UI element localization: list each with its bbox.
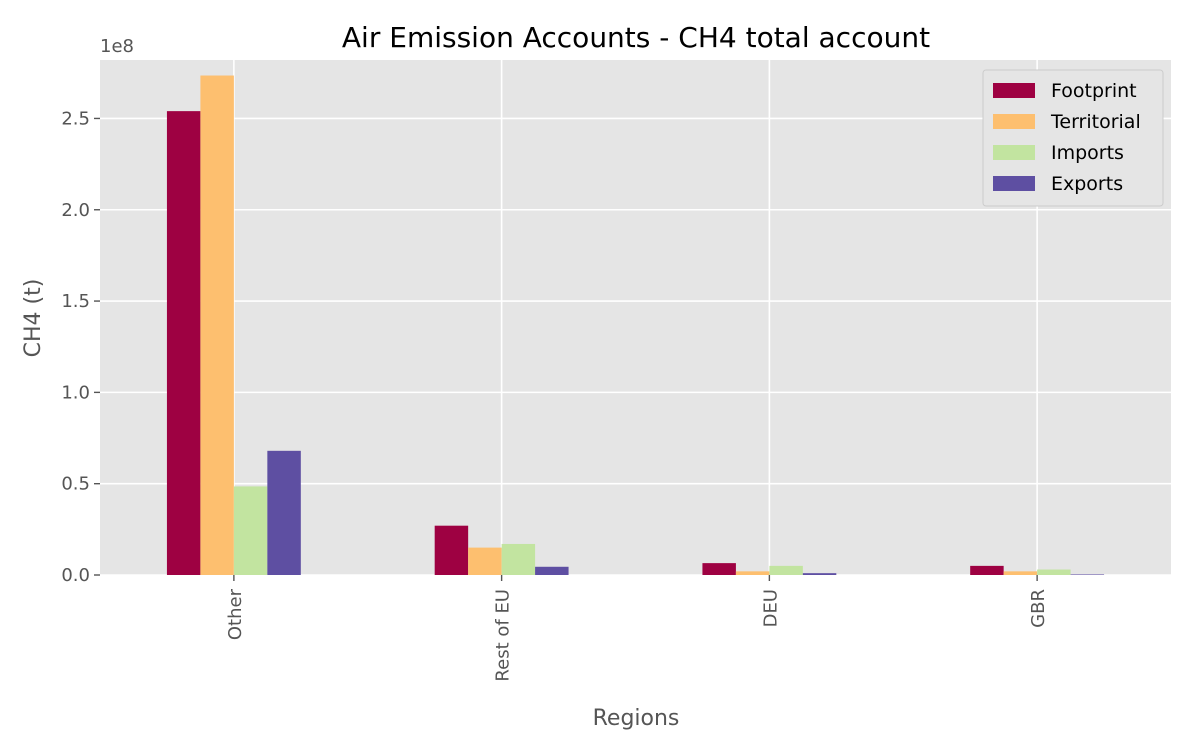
x-tick-label: GBR — [1028, 589, 1049, 628]
legend-swatch-footprint — [993, 83, 1035, 98]
legend-label-imports: Imports — [1051, 142, 1124, 164]
bar-exports-rest-of-eu — [535, 566, 569, 575]
x-tick-label: Rest of EU — [493, 589, 514, 682]
y-tick-label: 0.0 — [61, 565, 90, 586]
y-tick-label: 1.0 — [61, 382, 90, 403]
chart-title: Air Emission Accounts - CH4 total accoun… — [342, 21, 930, 54]
bar-territorial-gbr — [1003, 571, 1038, 575]
y-tick-label: 2.5 — [61, 108, 90, 129]
bar-territorial-other — [200, 75, 234, 576]
bar-territorial-rest-of-eu — [468, 547, 502, 575]
bar-imports-other — [233, 486, 268, 575]
bar-exports-other — [267, 450, 301, 575]
x-tick-label: DEU — [760, 589, 781, 627]
bar-imports-gbr — [1037, 569, 1071, 575]
legend-swatch-territorial — [993, 114, 1035, 129]
legend-label-exports: Exports — [1051, 173, 1123, 195]
bar-footprint-other — [166, 111, 201, 575]
x-axis-ticks: Other Rest of EU DEU GBR — [225, 575, 1049, 682]
legend-box — [982, 69, 1164, 207]
y-tick-label: 0.5 — [61, 474, 90, 495]
bar-footprint-rest-of-eu — [434, 525, 469, 575]
y-tick-label: 1.5 — [61, 291, 90, 312]
bars — [166, 75, 1105, 576]
legend-swatch-exports — [993, 176, 1035, 191]
bar-exports-gbr — [1070, 574, 1105, 575]
y-tick-label: 2.0 — [61, 200, 90, 221]
legend: Footprint Territorial Imports Exports — [982, 69, 1164, 207]
legend-label-footprint: Footprint — [1051, 80, 1137, 102]
bar-exports-deu — [802, 573, 837, 575]
bar-territorial-deu — [735, 571, 770, 575]
bar-footprint-deu — [702, 563, 736, 575]
legend-swatch-imports — [993, 145, 1035, 160]
legend-label-territorial: Territorial — [1050, 111, 1141, 133]
bar-imports-rest-of-eu — [501, 543, 536, 575]
bar-footprint-gbr — [970, 565, 1004, 575]
bar-imports-deu — [769, 565, 803, 575]
y-axis-title: CH4 (t) — [21, 279, 46, 358]
y-axis-ticks: 0.0 0.5 1.0 1.5 2.0 2.5 — [61, 108, 100, 586]
x-axis-title: Regions — [593, 706, 680, 731]
grid-lines — [100, 60, 1171, 576]
y-offset-label: 1e8 — [100, 36, 134, 57]
x-tick-label: Other — [225, 588, 246, 640]
